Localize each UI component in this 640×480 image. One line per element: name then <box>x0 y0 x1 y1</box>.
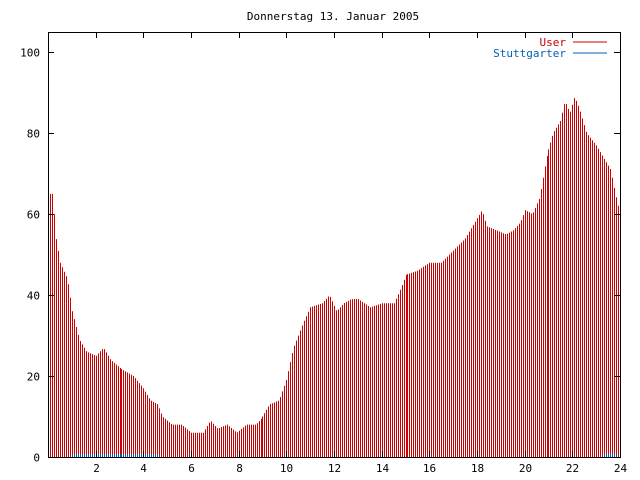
legend-label-user: User <box>540 36 567 49</box>
legend-label-stuttgarter: Stuttgarter <box>493 47 566 60</box>
x-tick-label: 24 <box>614 462 628 475</box>
y-tick-label: 100 <box>20 47 40 60</box>
y-tick-label: 20 <box>27 371 40 384</box>
x-tick-label: 16 <box>423 462 436 475</box>
y-tick-label: 80 <box>27 128 40 141</box>
series-stuttgarter <box>70 453 617 457</box>
x-tick-label: 14 <box>376 462 390 475</box>
y-tick-label: 0 <box>33 452 40 465</box>
x-tick-label: 2 <box>93 462 100 475</box>
y-tick-label: 40 <box>27 290 40 303</box>
chart-title: Donnerstag 13. Januar 2005 <box>247 10 419 23</box>
y-tick-label: 60 <box>27 209 40 222</box>
x-tick-label: 22 <box>566 462 579 475</box>
bars-layer <box>48 98 621 457</box>
series-user <box>48 98 621 457</box>
x-tick-label: 8 <box>236 462 243 475</box>
x-tick-label: 6 <box>188 462 195 475</box>
x-tick-label: 20 <box>519 462 532 475</box>
x-tick-label: 4 <box>140 462 147 475</box>
x-tick-label: 12 <box>328 462 341 475</box>
x-tick-label: 18 <box>471 462 484 475</box>
x-tick-label: 10 <box>280 462 293 475</box>
